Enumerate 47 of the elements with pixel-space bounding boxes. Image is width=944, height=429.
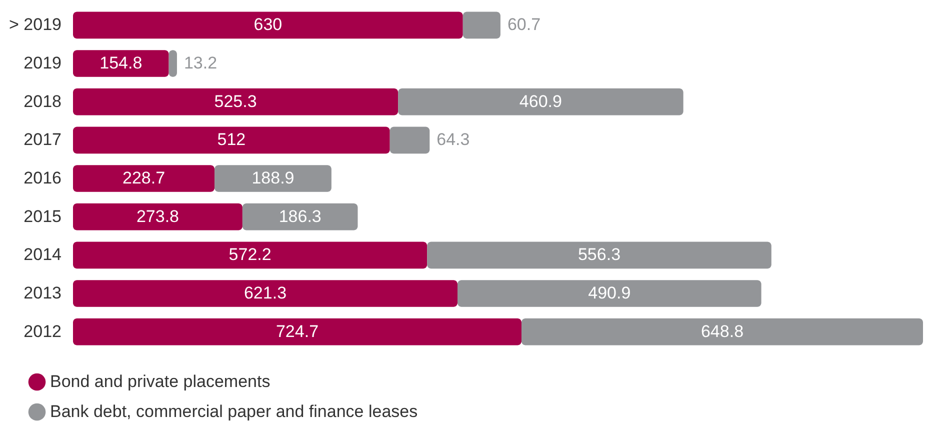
data-label: 490.9 bbox=[588, 284, 631, 302]
y-tick-label: 2018 bbox=[24, 92, 62, 111]
legend-label: Bank debt, commercial paper and finance leases bbox=[50, 402, 418, 421]
y-tick-label: 2015 bbox=[24, 206, 62, 226]
bar bbox=[73, 126, 390, 154]
bar bbox=[398, 88, 684, 116]
data-label: 724.7 bbox=[276, 322, 319, 341]
bar bbox=[462, 12, 500, 39]
data-label: 572.2 bbox=[228, 245, 272, 264]
data-label: 460.9 bbox=[519, 92, 562, 111]
y-tick-label: 2012 bbox=[24, 322, 62, 341]
y-tick-label: 2014 bbox=[24, 245, 62, 264]
data-label: 512 bbox=[217, 130, 246, 150]
bar bbox=[214, 165, 332, 192]
data-label: 525.3 bbox=[214, 92, 257, 111]
data-label: 273.8 bbox=[136, 206, 179, 226]
y-tick-label: > 2019 bbox=[9, 15, 62, 34]
bar bbox=[73, 318, 522, 346]
data-label: 186.3 bbox=[278, 206, 322, 226]
data-label: 556.3 bbox=[578, 245, 621, 264]
bar bbox=[73, 50, 169, 77]
y-tick-label: 2013 bbox=[24, 284, 62, 302]
data-label: 64.3 bbox=[436, 130, 470, 150]
data-label: 228.7 bbox=[122, 168, 166, 188]
y-tick-label: 2019 bbox=[24, 54, 62, 72]
bar bbox=[73, 242, 428, 269]
data-label: 630 bbox=[254, 15, 282, 34]
data-label: 188.9 bbox=[252, 168, 294, 188]
bar bbox=[242, 203, 358, 230]
data-label: 13.2 bbox=[184, 54, 218, 72]
data-label: 60.7 bbox=[507, 15, 541, 34]
y-tick-label: 2016 bbox=[24, 168, 62, 188]
bar bbox=[73, 88, 398, 116]
bar bbox=[168, 50, 177, 77]
bar bbox=[73, 280, 458, 307]
bar bbox=[457, 280, 762, 307]
bar bbox=[73, 165, 215, 192]
y-tick-label: 2017 bbox=[24, 130, 62, 150]
bar bbox=[521, 318, 923, 346]
data-label: 621.3 bbox=[244, 284, 287, 302]
bar bbox=[73, 12, 463, 39]
data-label: 648.8 bbox=[700, 322, 744, 341]
bar bbox=[390, 126, 430, 154]
legend-label: Bond and private placements bbox=[50, 372, 270, 391]
bar bbox=[73, 203, 242, 230]
data-label: 154.8 bbox=[100, 54, 142, 72]
bar bbox=[427, 242, 772, 269]
